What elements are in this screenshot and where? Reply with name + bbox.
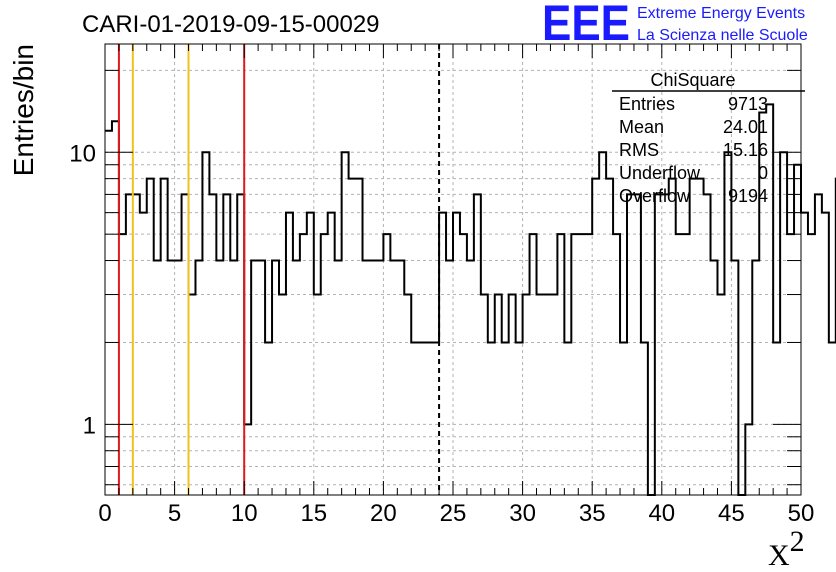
y-tick-label: 10: [69, 140, 96, 167]
stats-rows: Entries 9713 Mean 24.01 RMS 15.16 Underflow 0 Ov…: [619, 94, 768, 206]
stats-row-value: 9194: [728, 186, 768, 206]
histogram-outline: [105, 103, 836, 496]
x-axis-label: X: [768, 539, 790, 572]
x-tick-label: 45: [718, 500, 745, 527]
stats-row-label: RMS: [619, 140, 659, 160]
x-tick-label: 40: [648, 500, 675, 527]
x-tick-label: 15: [300, 500, 327, 527]
stats-row-value: 15.16: [723, 140, 768, 160]
y-axis-label: Entries/bin: [8, 44, 39, 176]
logo-line-1: Extreme Energy Events: [637, 5, 805, 22]
x-tick-label: 20: [370, 500, 397, 527]
y-tick-label: 1: [83, 412, 96, 439]
stats-row-value: 9713: [728, 94, 768, 114]
logo-mark: EEE: [542, 0, 630, 51]
stats-row-value: 24.01: [723, 117, 768, 137]
stats-row-label: Mean: [619, 117, 664, 137]
x-axis-label-superscript: 2: [790, 525, 805, 558]
axes: 0 5 10 15 20 25 30 35 40 45 50 1 10: [69, 44, 814, 527]
x-tick-label: 0: [98, 500, 111, 527]
grid: [105, 44, 801, 495]
logo-line-2: La Scienza nelle Scuole: [637, 27, 808, 44]
reference-lines: [117, 44, 441, 495]
x-tick-label: 10: [231, 500, 258, 527]
chart-title: CARI-01-2019-09-15-00029: [82, 11, 380, 38]
x-tick-label: 50: [788, 500, 815, 527]
x-tick-label: 25: [440, 500, 467, 527]
stats-row-value: 0: [758, 163, 768, 183]
stats-row-label: Overflow: [619, 186, 691, 206]
stats-row-label: Entries: [619, 94, 675, 114]
x-tick-label: 35: [579, 500, 606, 527]
histogram: [105, 103, 836, 496]
stats-box: ChiSquare Entries 9713 Mean 24.01 RMS 15.16 Un…: [612, 70, 805, 206]
x-axis-label-group: X2: [768, 525, 805, 572]
eee-logo: EEE Extreme Energy Events La Scienza nel…: [542, 0, 808, 51]
x-tick-label: 30: [509, 500, 536, 527]
stats-row-label: Underflow: [619, 163, 701, 183]
x-tick-label: 5: [168, 500, 181, 527]
stats-title: ChiSquare: [650, 70, 735, 90]
